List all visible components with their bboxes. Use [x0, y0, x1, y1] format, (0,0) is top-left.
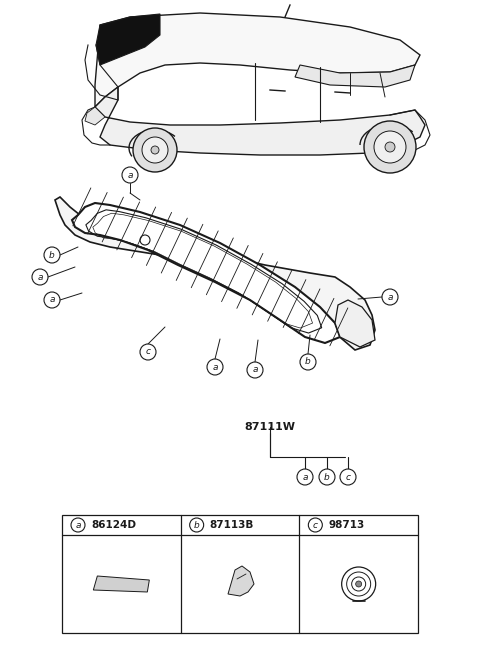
Text: a: a [212, 362, 218, 371]
Circle shape [297, 469, 313, 485]
Polygon shape [95, 87, 425, 155]
Text: a: a [49, 295, 55, 305]
Circle shape [190, 518, 204, 532]
Text: a: a [37, 272, 43, 282]
Polygon shape [96, 14, 160, 65]
Text: 98713: 98713 [328, 520, 365, 530]
Circle shape [300, 354, 316, 370]
Circle shape [151, 146, 159, 154]
Text: c: c [313, 521, 318, 529]
Polygon shape [95, 13, 420, 107]
Polygon shape [295, 65, 415, 87]
Circle shape [319, 469, 335, 485]
Text: b: b [194, 521, 200, 529]
Text: a: a [127, 170, 133, 179]
Text: a: a [75, 521, 81, 529]
Circle shape [140, 344, 156, 360]
Text: b: b [324, 472, 330, 481]
Circle shape [308, 518, 323, 532]
Polygon shape [335, 300, 375, 347]
Circle shape [385, 142, 395, 152]
Circle shape [44, 292, 60, 308]
Polygon shape [228, 566, 254, 596]
Circle shape [32, 269, 48, 285]
Circle shape [247, 362, 263, 378]
Text: b: b [305, 358, 311, 367]
Text: a: a [387, 293, 393, 301]
Polygon shape [85, 107, 105, 125]
Bar [62, 515, 418, 633]
Circle shape [122, 167, 138, 183]
Circle shape [356, 581, 361, 587]
Circle shape [133, 128, 177, 172]
Polygon shape [93, 576, 149, 592]
Text: 87113B: 87113B [210, 520, 254, 530]
Text: a: a [302, 472, 308, 481]
Polygon shape [55, 197, 375, 350]
Text: b: b [49, 250, 55, 259]
Polygon shape [72, 203, 340, 343]
Text: c: c [346, 472, 350, 481]
Circle shape [374, 131, 406, 163]
Text: c: c [145, 348, 151, 356]
Text: 87111W: 87111W [244, 422, 296, 432]
Circle shape [142, 137, 168, 163]
Text: 86124D: 86124D [91, 520, 136, 530]
Circle shape [71, 518, 85, 532]
Circle shape [364, 121, 416, 173]
Circle shape [44, 247, 60, 263]
Circle shape [340, 469, 356, 485]
Circle shape [382, 289, 398, 305]
Circle shape [207, 359, 223, 375]
Text: a: a [252, 365, 258, 375]
